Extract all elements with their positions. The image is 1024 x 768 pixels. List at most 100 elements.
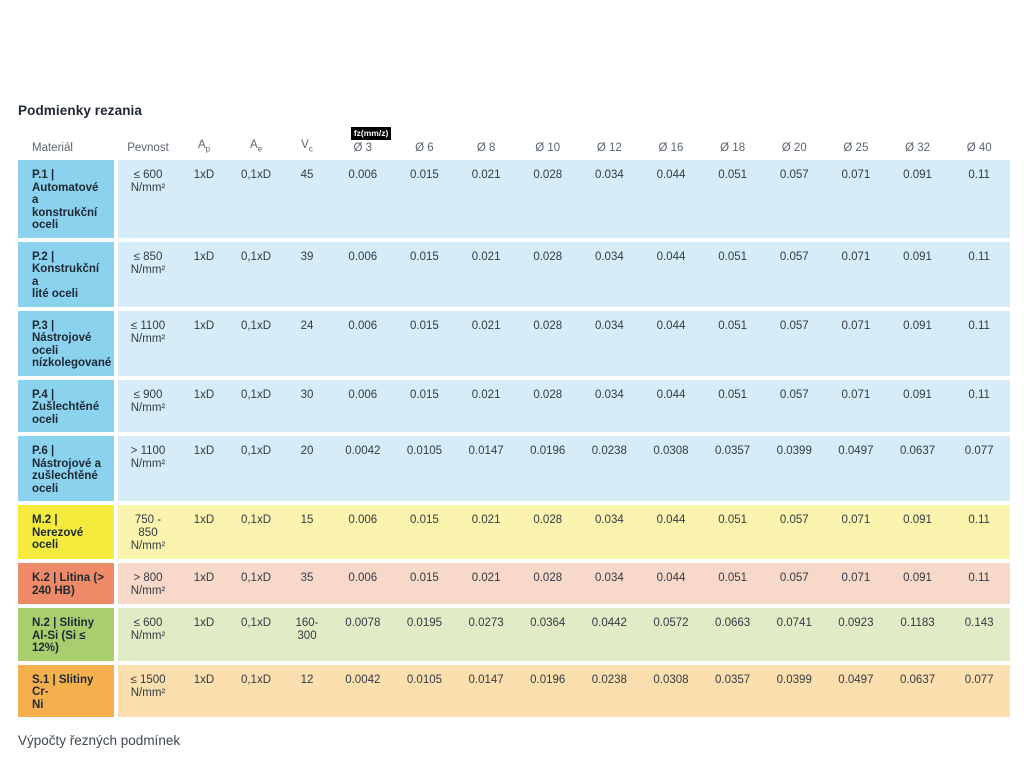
ap-subscript: p bbox=[205, 144, 211, 153]
fz-value-cell: 0.0105 bbox=[406, 445, 443, 457]
fz-value-cell: 0.034 bbox=[594, 250, 624, 263]
fz-value-cell: 0.021 bbox=[471, 169, 501, 181]
ap-cell: 1xD bbox=[193, 169, 215, 181]
fz-value-cell: 0.11 bbox=[968, 572, 990, 584]
ae-cell: 0,1xD bbox=[240, 617, 272, 629]
pevnost-cell: > 800 N/mm² bbox=[130, 572, 166, 597]
column-header-diameter: fz(mm/z) Ø 3 bbox=[332, 127, 394, 155]
fz-value-cell: 0.015 bbox=[410, 169, 439, 181]
fz-value-cell: 0.006 bbox=[348, 572, 378, 584]
fz-value-cell: 0.057 bbox=[779, 169, 809, 181]
fz-value-cell: 0.044 bbox=[656, 319, 686, 332]
fz-value-cell: 0.0497 bbox=[838, 673, 874, 686]
material-cell: P.2 | Konstrukční a lité oceli bbox=[18, 241, 118, 307]
fz-value-cell: 0.0399 bbox=[776, 673, 812, 686]
diameter-label: Ø 10 bbox=[535, 142, 561, 154]
column-header-diameter: Ø 10 bbox=[517, 142, 579, 155]
fz-value-cell: 0.0308 bbox=[653, 445, 689, 457]
ap-cell: 1xD bbox=[193, 514, 215, 526]
fz-value-cell: 0.0308 bbox=[653, 673, 689, 686]
fz-value-cell: 0.057 bbox=[779, 250, 809, 263]
fz-value-cell: 0.0196 bbox=[530, 445, 566, 457]
fz-value-cell: 0.0637 bbox=[899, 673, 936, 686]
page-title: Podmienky rezania bbox=[18, 103, 142, 118]
fz-value-cell: 0.091 bbox=[903, 572, 932, 584]
ae-subscript: e bbox=[257, 144, 263, 153]
fz-value-cell: 0.071 bbox=[841, 388, 871, 401]
fz-value-cell: 0.028 bbox=[533, 319, 563, 332]
fz-value-cell: 0.015 bbox=[410, 514, 439, 526]
footer-caption: Výpočty řezných podmínek bbox=[18, 733, 181, 748]
fz-value-cell: 0.028 bbox=[533, 514, 563, 526]
fz-value-cell: 0.091 bbox=[903, 250, 932, 263]
fz-value-cell: 0.0923 bbox=[838, 617, 874, 629]
fz-value-cell: 0.044 bbox=[656, 250, 686, 263]
fz-value-cell: 0.051 bbox=[718, 572, 748, 584]
column-header-diameter: Ø 16 bbox=[640, 142, 702, 155]
fz-value-cell: 0.028 bbox=[533, 169, 563, 181]
fz-value-cell: 0.006 bbox=[348, 514, 378, 526]
diameter-label: Ø 32 bbox=[905, 142, 930, 154]
fz-value-cell: 0.015 bbox=[410, 319, 439, 332]
fz-value-cell: 0.006 bbox=[348, 169, 378, 181]
fz-value-cell: 0.077 bbox=[964, 673, 994, 686]
vc-cell: 39 bbox=[300, 250, 314, 263]
fz-value-cell: 0.051 bbox=[718, 319, 748, 332]
table-row: P.4 | Zušlechtěné oceli ≤ 900 N/mm² 1xD 0,1… bbox=[18, 379, 1010, 432]
vc-cell: 35 bbox=[300, 572, 314, 584]
fz-value-cell: 0.015 bbox=[410, 388, 439, 401]
table-row: M.2 | Nerezové oceli 750 - 850 N/mm² 1xD 0,… bbox=[18, 505, 1010, 559]
table-row: P.6 | Nástrojové a zušlechtěné oceli > 11… bbox=[18, 436, 1010, 501]
fz-value-cell: 0.0357 bbox=[715, 673, 751, 686]
ap-cell: 1xD bbox=[193, 319, 215, 332]
fz-value-cell: 0.021 bbox=[471, 319, 501, 332]
pevnost-cell: ≤ 900 N/mm² bbox=[130, 388, 166, 414]
fz-value-cell: 0.091 bbox=[903, 319, 932, 332]
vc-cell: 12 bbox=[300, 673, 314, 686]
ae-cell: 0,1xD bbox=[240, 250, 272, 263]
ae-cell: 0,1xD bbox=[240, 319, 272, 332]
fz-value-cell: 0.0147 bbox=[468, 673, 504, 686]
material-cell: P.3 | Nástrojové oceli nízkolegované bbox=[18, 310, 118, 376]
column-header-ap: Ap bbox=[178, 139, 230, 155]
material-cell: P.1 | Automatové a konstrukční oceli bbox=[18, 160, 118, 238]
fz-value-cell: 0.0497 bbox=[838, 445, 874, 457]
vc-cell: 30 bbox=[300, 388, 314, 401]
fz-value-cell: 0.143 bbox=[964, 617, 994, 629]
material-cell: N.2 | Slitiny Al-Si (Si ≤ 12%) bbox=[18, 608, 118, 661]
fz-value-cell: 0.057 bbox=[779, 514, 809, 526]
fz-value-cell: 0.0741 bbox=[776, 617, 812, 629]
fz-value-cell: 0.0195 bbox=[406, 617, 443, 629]
ap-cell: 1xD bbox=[193, 617, 215, 629]
table-row: P.1 | Automatové a konstrukční oceli ≤ 60… bbox=[18, 160, 1010, 238]
fz-value-cell: 0.071 bbox=[841, 250, 871, 263]
fz-value-cell: 0.057 bbox=[779, 388, 809, 401]
fz-value-cell: 0.015 bbox=[410, 250, 439, 263]
table-row: P.2 | Konstrukční a lité oceli ≤ 850 N/mm… bbox=[18, 241, 1010, 307]
fz-value-cell: 0.021 bbox=[471, 572, 501, 584]
fz-value-cell: 0.0042 bbox=[345, 673, 381, 686]
fz-value-cell: 0.11 bbox=[968, 169, 990, 181]
vc-cell: 15 bbox=[300, 514, 314, 526]
fz-value-cell: 0.0105 bbox=[406, 673, 443, 686]
vc-cell: 24 bbox=[300, 319, 314, 332]
fz-value-cell: 0.11 bbox=[968, 388, 990, 401]
fz-value-cell: 0.034 bbox=[594, 169, 624, 181]
fz-value-cell: 0.091 bbox=[903, 169, 932, 181]
pevnost-cell: ≤ 600 N/mm² bbox=[130, 617, 166, 642]
diameter-label: Ø 6 bbox=[415, 142, 434, 154]
fz-value-cell: 0.021 bbox=[471, 250, 501, 263]
fz-value-cell: 0.091 bbox=[903, 514, 932, 526]
fz-value-cell: 0.1183 bbox=[900, 617, 935, 629]
vc-cell: 160- 300 bbox=[295, 617, 319, 642]
fz-value-cell: 0.11 bbox=[968, 514, 990, 526]
fz-value-cell: 0.044 bbox=[656, 388, 686, 401]
fz-value-cell: 0.0399 bbox=[776, 445, 812, 457]
material-cell: P.6 | Nástrojové a zušlechtěné oceli bbox=[18, 436, 118, 501]
fz-value-cell: 0.051 bbox=[718, 169, 748, 181]
fz-value-cell: 0.028 bbox=[533, 388, 563, 401]
fz-value-cell: 0.051 bbox=[718, 250, 748, 263]
fz-value-cell: 0.006 bbox=[348, 250, 378, 263]
vc-subscript: c bbox=[308, 144, 313, 153]
fz-value-cell: 0.006 bbox=[348, 319, 378, 332]
